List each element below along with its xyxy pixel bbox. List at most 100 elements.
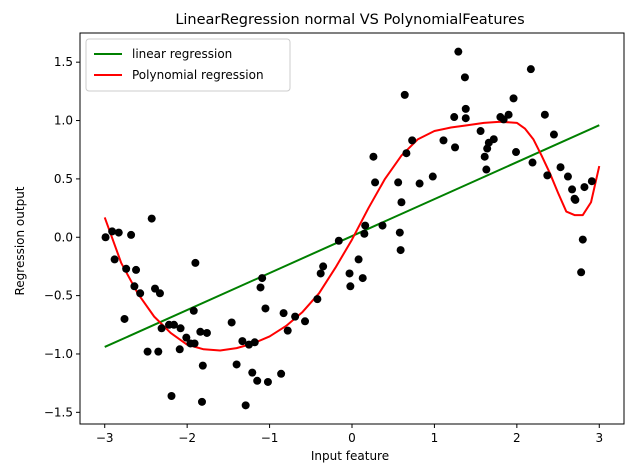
data-point bbox=[176, 324, 185, 333]
data-layer bbox=[101, 47, 601, 410]
data-point bbox=[577, 268, 586, 277]
data-point bbox=[196, 327, 205, 336]
data-point bbox=[415, 179, 424, 188]
data-point bbox=[346, 282, 355, 291]
x-tick-label: −1 bbox=[261, 431, 279, 445]
legend-box bbox=[85, 38, 291, 92]
plot-area: −3 −2 −1 0 1 2 3 −1.5 −1.0 −0.5 0.0 0.5 1.0 1.5 bbox=[44, 32, 625, 445]
data-point bbox=[563, 172, 572, 181]
data-point bbox=[154, 347, 163, 356]
data-point bbox=[313, 295, 322, 304]
data-point bbox=[480, 152, 489, 161]
data-point bbox=[143, 347, 152, 356]
x-tick-label: −3 bbox=[96, 431, 114, 445]
data-point bbox=[396, 246, 405, 255]
data-point bbox=[261, 304, 270, 313]
data-point bbox=[402, 149, 411, 158]
data-point bbox=[454, 47, 463, 56]
data-point bbox=[587, 177, 596, 186]
data-point bbox=[439, 136, 448, 145]
x-tick-label: 3 bbox=[595, 431, 603, 445]
data-point bbox=[155, 289, 164, 298]
data-point bbox=[461, 114, 470, 123]
data-point bbox=[291, 312, 300, 321]
data-point bbox=[157, 324, 166, 333]
data-point bbox=[578, 235, 587, 244]
data-point bbox=[283, 326, 292, 335]
data-point bbox=[253, 376, 262, 385]
data-point bbox=[489, 135, 498, 144]
legend: linear regression Polynomial regression bbox=[85, 38, 291, 92]
data-point bbox=[540, 110, 549, 119]
data-point bbox=[504, 110, 513, 119]
y-tick-label: 1.5 bbox=[54, 55, 73, 69]
y-tick-label: 0.0 bbox=[54, 230, 73, 244]
data-point bbox=[279, 309, 288, 318]
data-point bbox=[345, 269, 354, 278]
data-point bbox=[263, 377, 272, 386]
y-tick-label: 1.0 bbox=[54, 114, 73, 128]
y-axis-label: Regression output bbox=[13, 186, 27, 295]
data-point bbox=[248, 368, 257, 377]
data-point bbox=[136, 289, 145, 298]
x-tick-label: −2 bbox=[178, 431, 196, 445]
data-point bbox=[182, 333, 191, 342]
data-point bbox=[360, 229, 369, 238]
data-point bbox=[175, 345, 184, 354]
x-tick-label: 0 bbox=[348, 431, 356, 445]
data-point bbox=[526, 65, 535, 74]
data-point bbox=[232, 360, 241, 369]
data-point bbox=[461, 104, 470, 113]
data-point bbox=[460, 73, 469, 82]
data-point bbox=[568, 185, 577, 194]
data-point bbox=[167, 391, 176, 400]
data-point bbox=[549, 130, 558, 139]
legend-label-linear-regression: linear regression bbox=[132, 47, 232, 61]
data-point bbox=[319, 262, 328, 271]
data-point bbox=[250, 338, 259, 347]
data-point bbox=[378, 221, 387, 230]
data-point bbox=[450, 113, 459, 122]
data-point bbox=[127, 230, 136, 239]
data-point bbox=[512, 148, 521, 157]
y-tick-label: −0.5 bbox=[44, 289, 73, 303]
data-point bbox=[190, 339, 199, 348]
data-point bbox=[354, 255, 363, 264]
data-point bbox=[509, 94, 518, 103]
data-point bbox=[110, 255, 119, 264]
x-axis-label: Input feature bbox=[311, 449, 389, 463]
x-tick-label: 1 bbox=[431, 431, 439, 445]
data-point bbox=[132, 265, 141, 274]
data-point bbox=[580, 183, 589, 192]
data-point bbox=[191, 258, 200, 267]
series-line-linear-regression bbox=[104, 124, 600, 348]
data-point bbox=[301, 317, 310, 326]
data-point bbox=[122, 264, 131, 273]
data-point bbox=[241, 401, 250, 410]
x-tick-label: 2 bbox=[513, 431, 521, 445]
data-point bbox=[238, 337, 247, 346]
data-point bbox=[120, 314, 129, 323]
data-point bbox=[400, 90, 409, 99]
data-point bbox=[394, 178, 403, 187]
data-point bbox=[358, 274, 367, 283]
data-point bbox=[256, 283, 265, 292]
data-point bbox=[227, 318, 236, 327]
data-point bbox=[451, 143, 460, 152]
data-point bbox=[198, 361, 207, 370]
data-point bbox=[556, 163, 565, 172]
data-point bbox=[258, 274, 267, 283]
data-point bbox=[114, 228, 123, 237]
data-point bbox=[334, 236, 343, 245]
y-tick-label: −1.5 bbox=[44, 405, 73, 419]
data-point bbox=[197, 397, 206, 406]
data-point bbox=[369, 152, 378, 161]
data-point bbox=[108, 227, 117, 236]
data-point bbox=[397, 198, 406, 207]
data-point bbox=[371, 178, 380, 187]
data-point bbox=[395, 228, 404, 237]
data-point bbox=[571, 195, 580, 204]
data-point bbox=[316, 269, 325, 278]
data-point bbox=[543, 171, 552, 180]
